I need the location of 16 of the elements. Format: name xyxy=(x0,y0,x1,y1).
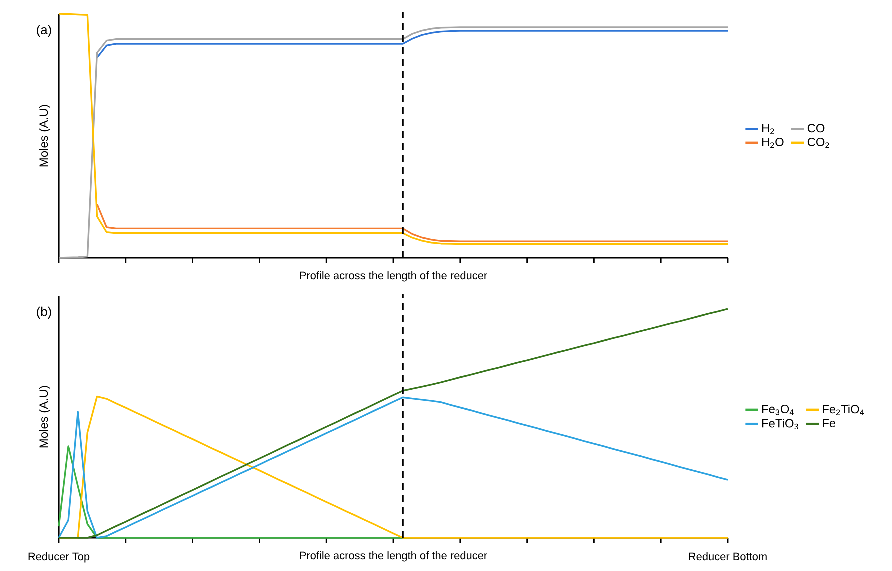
legend-label: H$_{2}$O xyxy=(762,138,784,148)
text: (a) xyxy=(37,25,52,38)
legend-label: Fe$_{3}$O$_{4}$ xyxy=(762,405,794,416)
text: (b) xyxy=(37,306,52,319)
x-axis-title: Profile across the length of the reducer xyxy=(300,272,488,282)
legend-label: Fe xyxy=(823,419,836,428)
legend-label: CO$_{2}$ xyxy=(808,138,830,148)
y-axis-title: Moles (A.U) xyxy=(39,386,50,448)
legend-label: FeTiO$_{3}$ xyxy=(762,419,798,430)
legend-label: CO xyxy=(808,124,825,133)
legend-label: H$_{2}$ xyxy=(762,124,774,134)
legend-label: Fe$_{2}$TiO$_{4}$ xyxy=(823,404,864,416)
x-tick-label: Reducer Top xyxy=(28,552,90,563)
x-axis-title: Profile across the length of the reducer xyxy=(300,552,488,562)
y-axis-title: Moles (A.U) xyxy=(39,105,50,167)
x-tick-label: Reducer Bottom xyxy=(689,552,767,561)
